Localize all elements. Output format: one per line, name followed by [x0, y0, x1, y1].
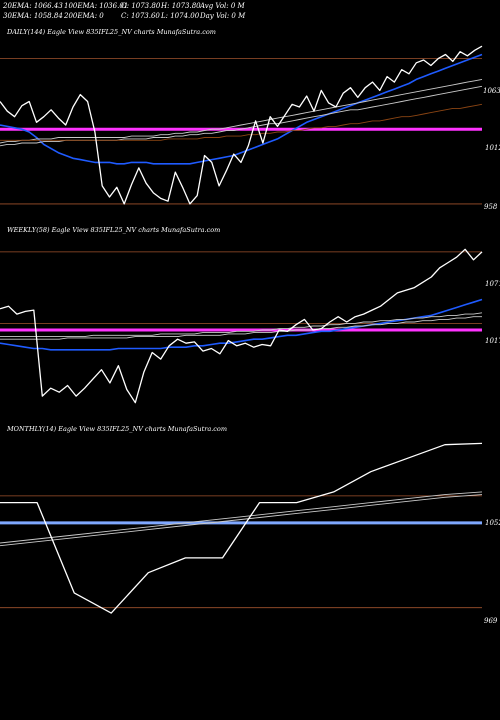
weekly-series-price-line [0, 248, 483, 404]
weekly-tick-1017: 1017 [485, 337, 500, 345]
ema200-readout: 200EMA: 0 [64, 12, 104, 20]
low-readout: L: 1074.00 [161, 12, 200, 20]
avg-vol-readout: Avg Vol: 0 M [200, 2, 245, 10]
daily-series-price-line [0, 45, 483, 205]
weekly-panel-title: WEEKLY(58) Eagle View 835IFL25_NV charts… [7, 226, 221, 234]
monthly-tick-969: 969 [484, 617, 498, 625]
high-readout: H: 1073.80 [161, 2, 201, 10]
ema100-readout: 100EMA: 1036.01 [64, 2, 129, 10]
weekly-series-ema-2-line [0, 312, 483, 338]
weekly-series-ema-1-line [0, 298, 483, 351]
monthly-series-ema-1-line [0, 491, 483, 544]
daily-tick-958: 958 [484, 203, 498, 211]
monthly-series-price-line [0, 442, 483, 614]
daily-series-ema-2-line [0, 78, 483, 144]
daily-series-ema-1-line [0, 53, 483, 165]
open-readout: O: 1073.80 [121, 2, 161, 10]
daily-tick-1012: 1012 [485, 144, 500, 152]
weekly-series-ema-3-line [0, 316, 482, 340]
monthly-series-ema-2-line [0, 494, 483, 547]
daily-tick-1063: 1063 [483, 87, 500, 95]
day-vol-readout: Day Vol: 0 M [200, 12, 246, 20]
monthly-tick-1052: 1052 [485, 519, 500, 527]
daily-series-ema-3-line [0, 85, 483, 147]
daily-panel-title: DAILY(144) Eagle View 835IFL25_NV charts… [7, 28, 216, 36]
close-readout: C: 1073.60 [121, 12, 160, 20]
ema20-readout: 20EMA: 1066.43 [3, 2, 63, 10]
ema30-readout: 30EMA: 1058.84 [3, 12, 63, 20]
monthly-panel-title: MONTHLY(14) Eagle View 835IFL25_NV chart… [7, 425, 227, 433]
daily-series-ema-4-line [0, 103, 483, 141]
